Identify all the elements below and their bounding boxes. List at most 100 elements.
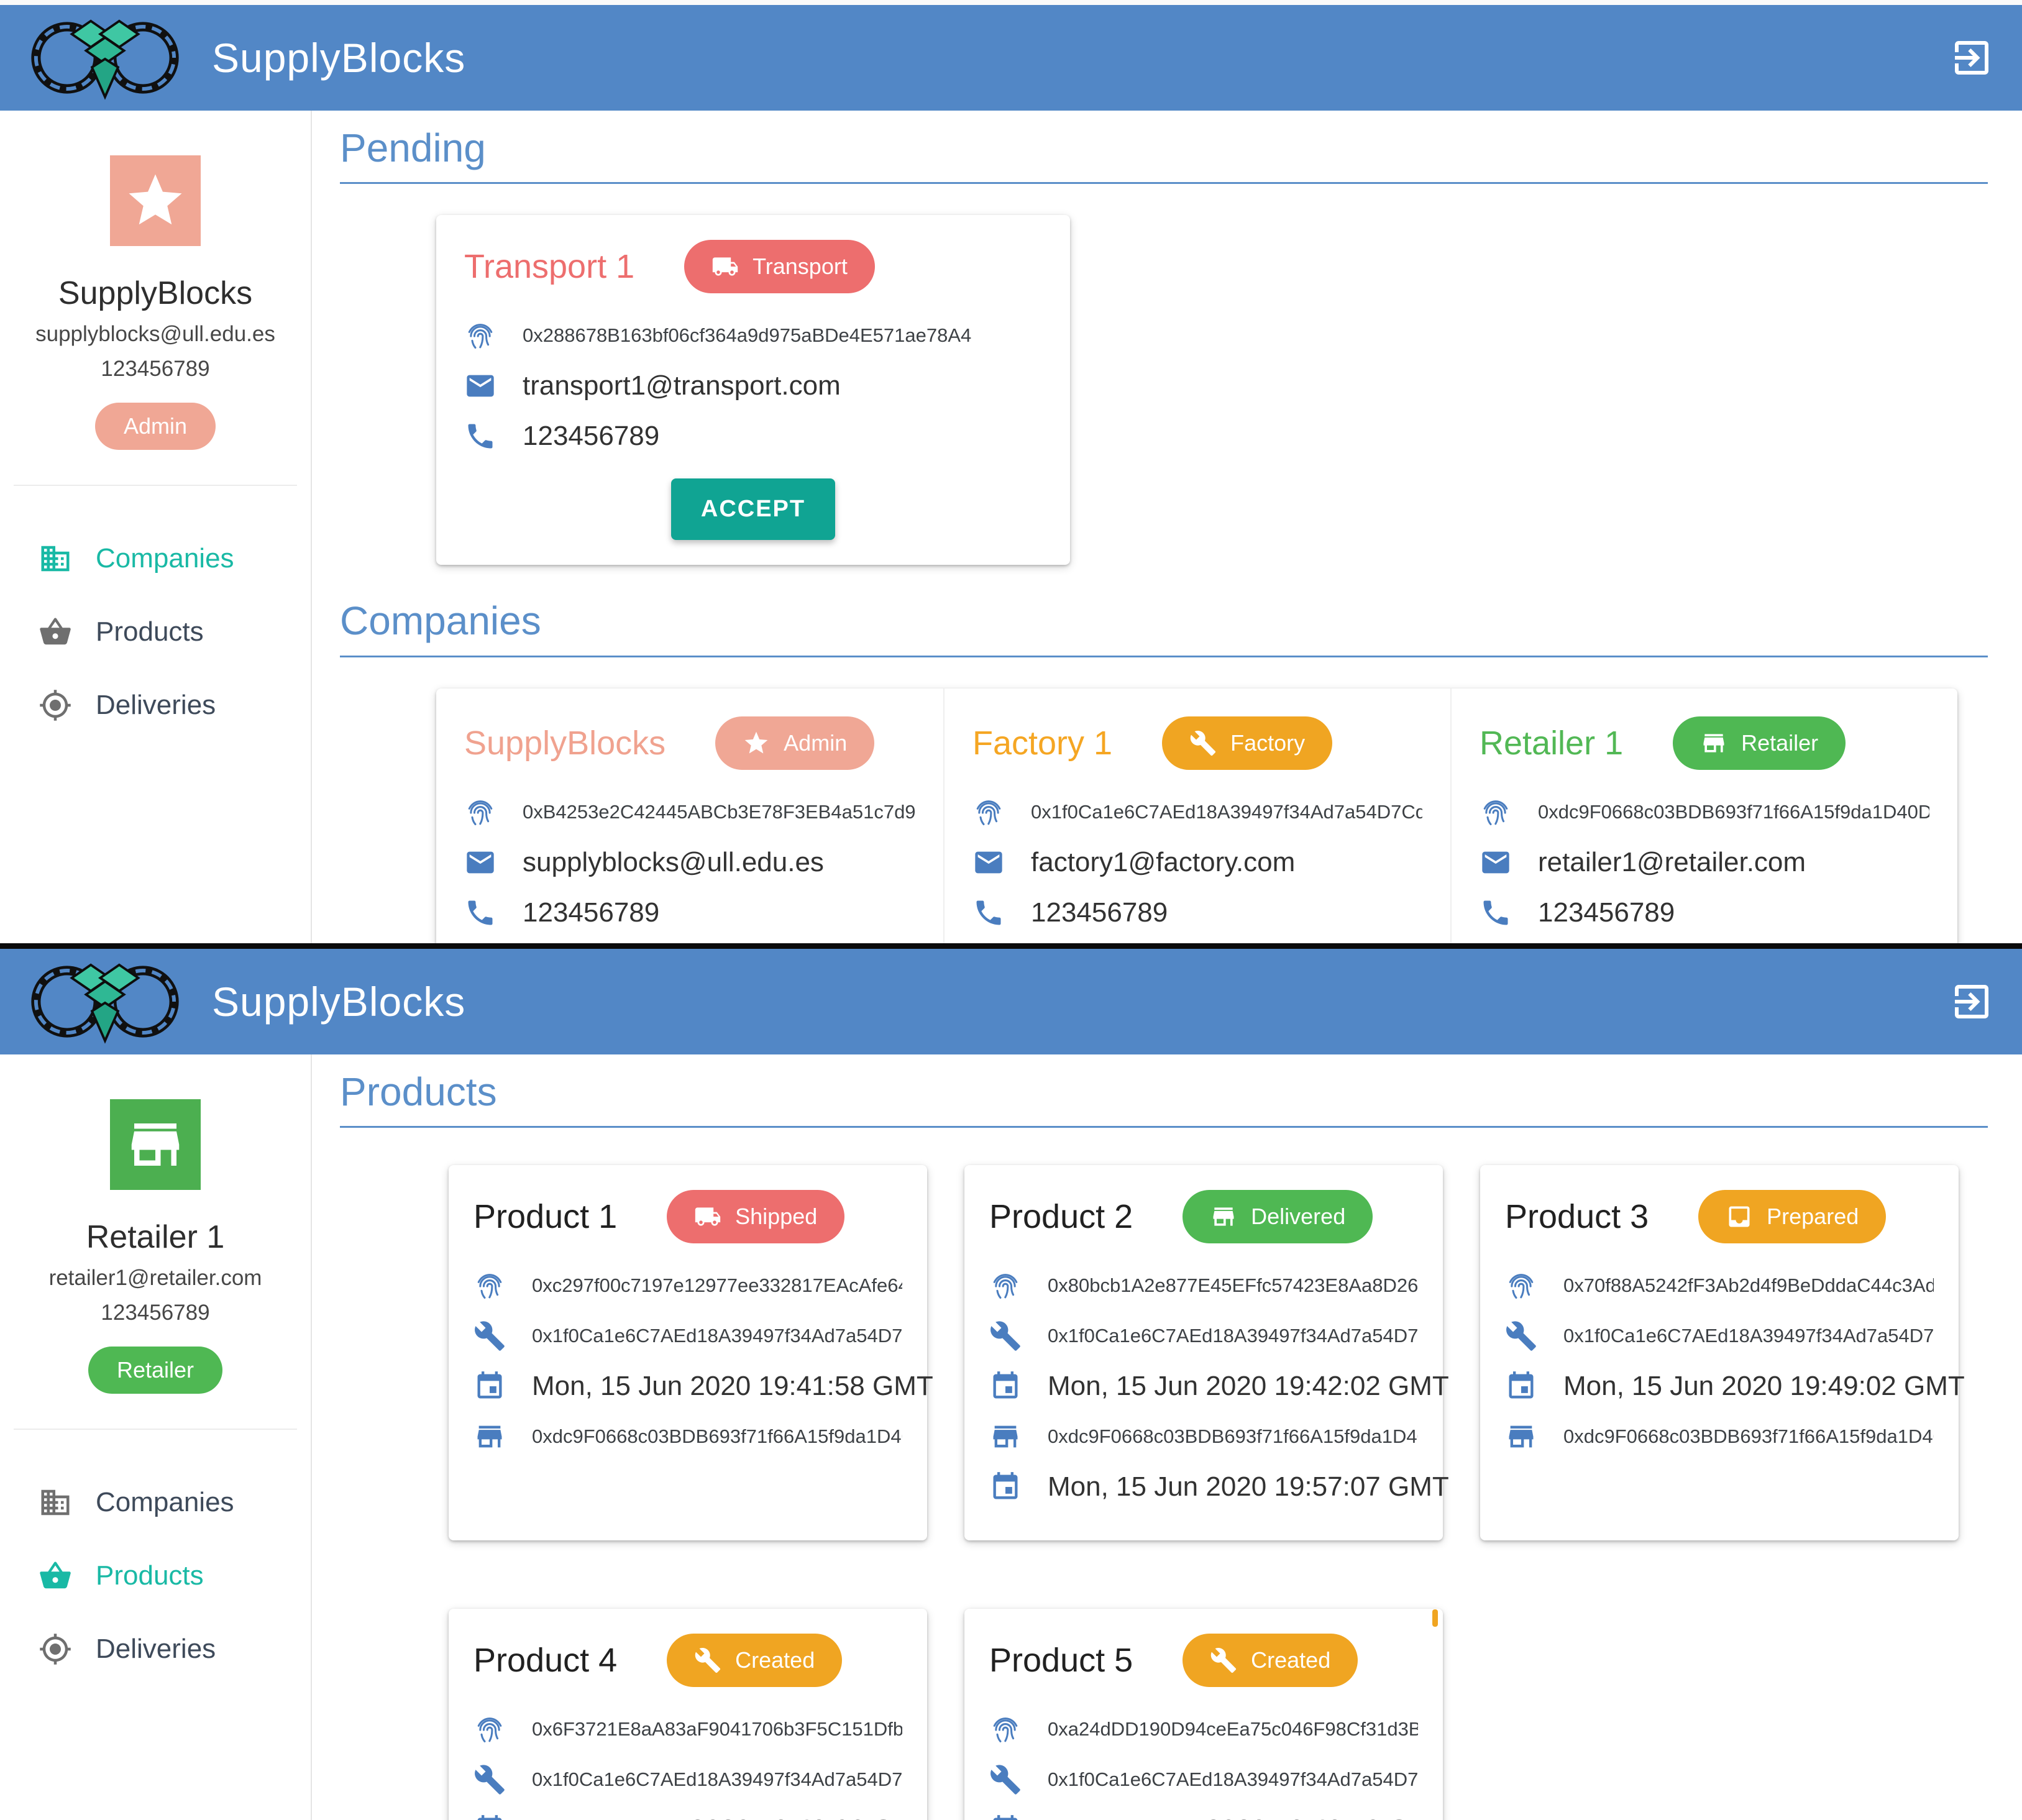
basket-icon bbox=[39, 1559, 72, 1593]
wrench-icon bbox=[1189, 729, 1217, 757]
screenshot-divider bbox=[0, 943, 2022, 949]
sidebar-item-products[interactable]: Products bbox=[0, 1539, 311, 1612]
retailer-row: 0xdc9F0668c03BDB693f71f66A15f9da1D40DbdD… bbox=[1505, 1420, 1934, 1453]
address-row: 0xa24dDD190D94ceEa75c046F98Cf31d3B225fAd… bbox=[989, 1713, 1418, 1745]
app-bar: SupplyBlocks bbox=[0, 5, 2022, 111]
factory-address: 0x1f0Ca1e6C7AEd18A39497f34Ad7a54D7Cd8084… bbox=[532, 1325, 902, 1347]
logout-icon[interactable] bbox=[1949, 35, 1994, 80]
storefront-icon bbox=[1210, 1203, 1237, 1230]
companies-heading: Companies bbox=[340, 599, 1988, 657]
role-badge: Admin bbox=[94, 403, 216, 450]
address-row: 0x6F3721E8aA83aF9041706b3F5C151Dfb93F219… bbox=[473, 1713, 902, 1745]
products-grid: Product 1 Shipped 0xc297f00c7197e12977ee… bbox=[449, 1165, 1965, 1820]
accept-button[interactable]: ACCEPT bbox=[670, 478, 836, 541]
factory-address: 0x1f0Ca1e6C7AEd18A39497f34Ad7a54D7Cd8084… bbox=[1048, 1325, 1418, 1347]
delivered-date: Mon, 15 Jun 2020 19:57:07 GMT bbox=[1048, 1471, 1449, 1502]
profile-phone: 123456789 bbox=[101, 1301, 210, 1325]
profile-email: retailer1@retailer.com bbox=[48, 1266, 262, 1290]
sidebar-item-companies[interactable]: Companies bbox=[0, 1466, 311, 1539]
factory-row: 0x1f0Ca1e6C7AEd18A39497f34Ad7a54D7Cd8084… bbox=[473, 1320, 902, 1352]
sidebar-item-label: Products bbox=[96, 616, 204, 647]
sidebar-item-companies[interactable]: Companies bbox=[0, 522, 311, 595]
sidebar-nav: Companies Products Deliveries bbox=[0, 1466, 311, 1686]
main-content: Pending Transport 1 Transport 0x288678B1… bbox=[312, 111, 2022, 943]
status-badge-created: Created bbox=[667, 1634, 843, 1688]
type-badge-transport: Transport bbox=[684, 240, 875, 294]
logout-icon[interactable] bbox=[1949, 979, 1994, 1024]
type-badge-label: Factory bbox=[1230, 729, 1306, 756]
sidebar-item-deliveries[interactable]: Deliveries bbox=[0, 669, 311, 742]
supplyblocks-logo bbox=[31, 963, 179, 1044]
product-card-5: Product 5 Created 0xa24dDD190D94ceEa75c0… bbox=[964, 1609, 1449, 1820]
eth-address: 0xdc9F0668c03BDB693f71f66A15f9da1D40DbdD… bbox=[1538, 800, 1929, 823]
products-heading: Products bbox=[340, 1070, 1988, 1128]
star-icon bbox=[743, 729, 770, 757]
eth-address: 0x70f88A5242fF3Ab2d4f9BeDddaC44c3Ad95997… bbox=[1563, 1274, 1934, 1297]
email-value: factory1@factory.com bbox=[1031, 846, 1296, 877]
sidebar-item-deliveries[interactable]: Deliveries bbox=[0, 1612, 311, 1686]
product-card-1: Product 1 Shipped 0xc297f00c7197e12977ee… bbox=[449, 1165, 933, 1541]
calendar-icon bbox=[989, 1814, 1022, 1820]
email-row: supplyblocks@ull.edu.es bbox=[464, 846, 915, 879]
eth-address: 0x1f0Ca1e6C7AEd18A39497f34Ad7a54D7Cd8084… bbox=[1031, 800, 1422, 823]
mail-icon bbox=[464, 846, 496, 879]
company-building-icon bbox=[39, 542, 72, 575]
profile-email: supplyblocks@ull.edu.es bbox=[35, 322, 275, 346]
storefront-icon bbox=[473, 1420, 506, 1453]
type-badge-factory: Factory bbox=[1162, 716, 1333, 770]
role-badge: Retailer bbox=[88, 1347, 223, 1394]
sidebar-item-products[interactable]: Products bbox=[0, 595, 311, 669]
status-badge-label: Shipped bbox=[735, 1204, 818, 1230]
sidebar-divider bbox=[14, 485, 297, 486]
created-date: Mon, 15 Jun 2020 19:49:10 GMT bbox=[1048, 1814, 1449, 1820]
card-title: Transport 1 bbox=[464, 248, 635, 286]
company-card-factory-1: Factory 1 Factory 0x1f0Ca1e6C7AEd18A3949… bbox=[943, 688, 1450, 943]
product-card-3: Product 3 Prepared 0x70f88A5242fF3Ab2d4f… bbox=[1480, 1165, 1965, 1541]
status-badge-delivered: Delivered bbox=[1183, 1190, 1373, 1244]
eth-address: 0xB4253e2C42445ABCb3E78F3EB4a51c7d99A43D… bbox=[523, 800, 915, 823]
storefront-icon bbox=[1700, 729, 1727, 757]
company-building-icon bbox=[39, 1486, 72, 1519]
wrench-icon bbox=[989, 1763, 1022, 1796]
screen-retailer: SupplyBlocks Retailer 1 retailer1@retail… bbox=[0, 949, 2022, 1820]
email-row: retailer1@retailer.com bbox=[1480, 846, 1929, 879]
eth-address: 0x288678B163bf06cf364a9d975aBDe4E571ae78… bbox=[523, 324, 972, 347]
address-row: 0xB4253e2C42445ABCb3E78F3EB4a51c7d99A43D… bbox=[464, 796, 915, 828]
sidebar-item-label: Deliveries bbox=[96, 1634, 216, 1664]
card-title: Factory 1 bbox=[972, 724, 1113, 762]
eth-address: 0x6F3721E8aA83aF9041706b3F5C151Dfb93F219… bbox=[532, 1718, 902, 1740]
address-row: 0xc297f00c7197e12977ee332817EAcAfe649cC8… bbox=[473, 1269, 902, 1302]
sidebar-divider bbox=[14, 1429, 297, 1430]
wrench-icon bbox=[1505, 1320, 1537, 1352]
storefront-icon bbox=[124, 1113, 187, 1176]
companies-card: SupplyBlocks Admin 0xB4253e2C42445ABCb3E… bbox=[436, 688, 1957, 943]
sidebar: Retailer 1 retailer1@retailer.com 123456… bbox=[0, 1054, 312, 1820]
top-strip bbox=[0, 0, 2022, 5]
address-row: 0x80bcb1A2e877E45EFfc57423E8Aa8D26318217… bbox=[989, 1269, 1418, 1302]
phone-value: 123456789 bbox=[523, 421, 660, 452]
status-badge-label: Prepared bbox=[1767, 1204, 1859, 1230]
created-date: Mon, 15 Jun 2020 19:41:58 GMT bbox=[532, 1371, 933, 1402]
pending-heading: Pending bbox=[340, 126, 1988, 185]
truck-icon bbox=[694, 1203, 721, 1230]
type-badge-label: Transport bbox=[753, 254, 848, 280]
type-badge-retailer: Retailer bbox=[1673, 716, 1846, 770]
sidebar: SupplyBlocks supplyblocks@ull.edu.es 123… bbox=[0, 111, 312, 943]
company-card-retailer-1: Retailer 1 Retailer 0xdc9F0668c03BDB693f… bbox=[1450, 688, 1957, 943]
calendar-icon bbox=[473, 1370, 506, 1402]
retailer-address: 0xdc9F0668c03BDB693f71f66A15f9da1D40DbdD… bbox=[1563, 1425, 1934, 1448]
app-bar: SupplyBlocks bbox=[0, 949, 2022, 1054]
wrench-icon bbox=[1210, 1647, 1237, 1674]
product-card-2: Product 2 Delivered 0x80bcb1A2e877E45EFf… bbox=[964, 1165, 1449, 1541]
card-title: Product 1 bbox=[473, 1198, 618, 1236]
email-value: retailer1@retailer.com bbox=[1538, 846, 1806, 877]
phone-row: 123456789 bbox=[464, 897, 915, 929]
gps-target-icon bbox=[39, 1632, 72, 1666]
truck-icon bbox=[711, 253, 739, 280]
pending-card-transport-1: Transport 1 Transport 0x288678B163bf06cf… bbox=[436, 215, 1070, 565]
status-badge-label: Created bbox=[1251, 1647, 1331, 1673]
storefront-icon bbox=[989, 1420, 1022, 1453]
email-row: factory1@factory.com bbox=[972, 846, 1422, 879]
card-title: Retailer 1 bbox=[1480, 724, 1624, 762]
type-badge-label: Retailer bbox=[1741, 729, 1819, 756]
